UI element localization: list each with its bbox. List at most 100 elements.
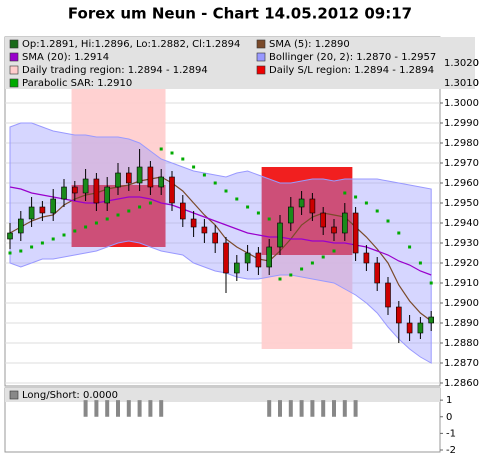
candle-body [277,222,283,248]
candle-body [158,176,164,188]
sar-dot [213,181,217,185]
sar-dot [148,201,152,205]
sar-dot [343,191,347,195]
y-tick-label: 1.2980 [444,138,479,149]
long-short-bar [321,400,326,417]
sar-dot [278,277,282,281]
sar-dot [224,189,228,193]
sar-dot [246,205,250,209]
y-tick-label: 1.2970 [444,158,479,169]
y-tick-label: 1.2940 [444,218,479,229]
y-tick-label: 1.2900 [444,298,479,309]
candle-body [428,316,435,324]
sar-dot [127,209,131,213]
candle-body [266,246,273,268]
legend-swatch [9,65,19,75]
sar-dot [138,205,142,209]
sar-dot [375,209,379,213]
candle-body [212,232,218,244]
sar-dot [51,237,55,241]
legend-label: SMA (5): 1.2890 [269,39,350,50]
y-tick-label: 1.2870 [444,358,479,369]
candle-body [28,206,35,220]
legend-label: Daily S/L region: 1.2894 - 1.2894 [269,65,434,76]
candle-body [115,172,121,188]
long-short-bar [137,400,142,417]
long-short-bar [288,400,293,417]
long-short-bar [159,400,164,417]
y-tick-label: 1.3010 [444,78,479,89]
legend-label: Op:1.2891, Hi:1.2896, Lo:1.2882, Cl:1.28… [22,39,240,50]
legend-swatch [256,52,266,62]
sar-dot [429,281,433,285]
candle-body [341,212,348,234]
sar-dot [8,251,12,255]
candle-body [190,218,197,228]
long-short-bar [116,400,120,417]
long-short-bar [148,400,153,417]
legend-swatch [9,52,19,62]
candle-body [331,226,337,234]
legend-swatch [256,39,266,49]
candle-body [234,262,240,274]
sar-dot [332,249,336,253]
candle-body [17,218,24,234]
long-short-bar [105,400,110,417]
legend-background [5,388,440,402]
sar-dot [321,255,325,259]
legend-swatch [9,390,19,400]
candle-body [147,166,154,188]
sar-dot [354,195,358,199]
long-short-bar [83,400,88,417]
candle-body [169,176,175,204]
long-short-bar [267,400,272,417]
candle-body [223,242,229,274]
sar-dot [192,165,196,169]
candle-body [61,186,67,200]
candle-body [374,262,381,284]
candle-body [93,178,100,204]
chart-title: Forex um Neun - Chart 14.05.2012 09:17 [68,5,412,23]
candle-body [136,166,143,184]
sar-dot [170,151,174,155]
candle-body [417,322,424,334]
candle-body [72,186,78,194]
sar-dot [94,221,98,225]
y-tick-label: 1.2910 [444,278,479,289]
long-short-bar [299,400,304,417]
y-tick-label: 1.2920 [444,258,479,269]
legend-label: Bollinger (20, 2): 1.2870 - 1.2957 [269,52,436,63]
sar-dot [181,157,185,161]
sar-dot [202,173,206,177]
y-tick-label: -1 [446,428,456,439]
candle-body [244,252,251,264]
long-short-bar [342,400,347,417]
sar-dot [116,213,120,217]
candle-body [395,306,402,324]
sar-dot [289,273,293,277]
long-short-bar [126,400,131,417]
sar-dot [310,261,314,265]
y-tick-label: 1.2960 [444,178,479,189]
y-tick-label: 0 [446,412,452,423]
y-tick-label: 1.2890 [444,318,479,329]
sar-dot [408,245,412,249]
sar-dot [397,231,401,235]
sar-dot [386,219,390,223]
long-short-bar [94,400,99,417]
legend-background [5,37,475,89]
candle-body [298,198,305,208]
sar-dot [267,217,271,221]
sar-dot [418,261,422,265]
legend-label: Parabolic SAR: 1.2910 [22,78,132,89]
legend-swatch [9,39,19,49]
sar-dot [105,217,109,221]
candle-body [82,178,89,194]
y-tick-label: 1.2930 [444,238,479,249]
legend-label: Long/Short: 0.0000 [22,390,118,401]
candle-body [7,232,13,240]
sar-dot [62,233,66,237]
candle-body [180,202,186,220]
sar-dot [159,147,163,151]
candle-body [320,212,327,228]
